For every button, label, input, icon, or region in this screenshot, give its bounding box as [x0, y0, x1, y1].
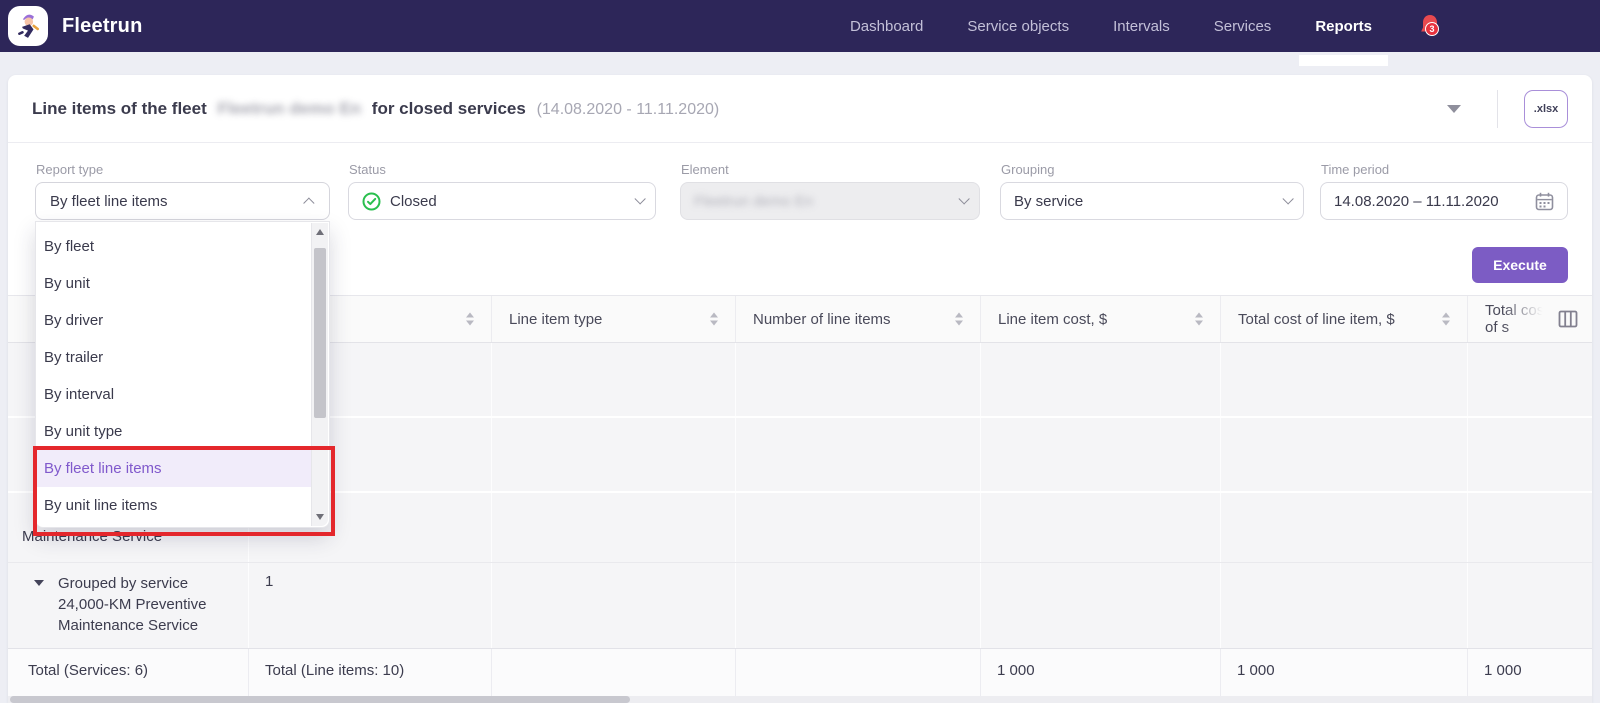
top-navbar: Fleetrun Dashboard Service objects Inter… — [0, 0, 1600, 66]
status-select[interactable]: Closed — [348, 182, 656, 220]
dropdown-scrollbar-thumb[interactable] — [314, 248, 326, 418]
collapse-group-caret-icon[interactable] — [34, 580, 44, 586]
column-chooser-icon[interactable] — [1558, 309, 1578, 329]
fleetrun-logo[interactable] — [8, 6, 48, 46]
header-fade — [1502, 296, 1580, 342]
collapse-report-chevron-icon[interactable] — [1447, 104, 1461, 113]
calendar-icon[interactable] — [1535, 192, 1554, 211]
report-date-range: (14.08.2020 - 11.11.2020) — [536, 100, 720, 118]
col-header-total-cost-of-line-item: Total cost of line item, $ — [1220, 296, 1467, 342]
sort-icon[interactable] — [1442, 312, 1451, 326]
dropdown-item-by-unit-line-items[interactable]: By unit line items — [44, 497, 158, 514]
total-cost-of-service: 1 000 — [1467, 649, 1592, 697]
service-cell: Grouped by service 24,000-KM Preventive … — [8, 563, 248, 648]
report-title: Line items of the fleet Fleetrun demo En… — [32, 99, 719, 119]
notification-badge: 3 — [1425, 22, 1439, 36]
main-nav: Dashboard Service objects Intervals Serv… — [849, 17, 1388, 66]
service-group-name: Grouped by service 24,000-KM Preventive … — [58, 575, 207, 634]
execute-button[interactable]: Execute — [1472, 247, 1568, 283]
sort-icon[interactable] — [710, 312, 719, 326]
chevron-down-icon — [634, 193, 646, 205]
element-select: Fleetrun demo En — [680, 182, 980, 220]
report-type-dropdown-list: By fleet By unit By driver By trailer By… — [35, 221, 330, 528]
dropdown-item-by-interval[interactable]: By interval — [44, 386, 115, 403]
time-period-input[interactable]: 14.08.2020 – 11.11.2020 — [1320, 182, 1568, 220]
dropdown-item-by-trailer[interactable]: By trailer — [44, 349, 104, 366]
sort-icon[interactable] — [1195, 312, 1204, 326]
nav-services[interactable]: Services — [1213, 17, 1272, 35]
dropdown-item-by-driver[interactable]: By driver — [44, 312, 104, 329]
grouping-value: By service — [1014, 192, 1084, 210]
col-header-total-cost-of-service: Total cost of s — [1467, 296, 1592, 342]
report-header-bar: Line items of the fleet Fleetrun demo En… — [8, 75, 1592, 143]
report-title-prefix: Line items of the fleet — [32, 98, 207, 118]
table-total-row: Total (Services: 6) Total (Line items: 1… — [8, 648, 1592, 697]
nav-service-objects[interactable]: Service objects — [967, 17, 1070, 35]
nav-reports[interactable]: Reports — [1299, 17, 1388, 66]
mascot-icon — [18, 14, 40, 38]
report-title-suffix: for closed services — [371, 98, 526, 118]
scroll-down-arrow-icon[interactable] — [316, 514, 324, 520]
horizontal-scrollbar[interactable] — [8, 696, 1592, 703]
time-period-label: Time period — [1321, 162, 1390, 177]
notifications-bell-icon[interactable]: 3 — [1418, 13, 1442, 39]
export-xlsx-button[interactable]: .xlsx — [1524, 89, 1568, 128]
report-type-select[interactable]: By fleet line items — [35, 182, 330, 220]
header-divider — [1497, 89, 1498, 128]
horizontal-scrollbar-thumb[interactable] — [10, 696, 630, 703]
line-items-count-cell: 1 — [248, 563, 491, 648]
chevron-down-icon — [958, 193, 970, 205]
status-value: Closed — [390, 192, 437, 210]
report-type-value: By fleet line items — [50, 192, 168, 210]
dropdown-item-by-unit[interactable]: By unit — [44, 275, 90, 292]
fleet-name-blurred: Fleetrun demo En — [217, 98, 362, 118]
dropdown-item-by-unit-type[interactable]: By unit type — [44, 423, 123, 440]
table-row[interactable]: Grouped by service 24,000-KM Preventive … — [8, 563, 1592, 648]
grouping-label: Grouping — [1001, 162, 1055, 177]
scroll-up-arrow-icon[interactable] — [316, 229, 324, 235]
time-period-value: 14.08.2020 – 11.11.2020 — [1334, 192, 1499, 210]
nav-dashboard[interactable]: Dashboard — [849, 17, 924, 35]
report-type-label: Report type — [36, 162, 104, 177]
col-header-line-item-type: Line item type — [491, 296, 735, 342]
total-services: Total (Services: 6) — [28, 662, 149, 679]
status-closed-icon — [362, 192, 381, 211]
chevron-up-icon — [303, 197, 315, 209]
element-value-blurred: Fleetrun demo En — [694, 192, 814, 210]
dropdown-item-by-fleet[interactable]: By fleet — [44, 238, 95, 255]
col-header-number-of-line-items: Number of line items — [735, 296, 980, 342]
brand-name: Fleetrun — [62, 14, 143, 37]
total-cost-of-line-item: 1 000 — [1220, 649, 1467, 697]
dropdown-item-by-fleet-line-items[interactable]: By fleet line items — [36, 450, 313, 487]
status-label: Status — [349, 162, 386, 177]
nav-intervals[interactable]: Intervals — [1113, 17, 1170, 35]
col-header-line-item-cost: Line item cost, $ — [980, 296, 1220, 342]
sort-icon[interactable] — [955, 312, 964, 326]
dropdown-scrollbar[interactable] — [311, 223, 328, 526]
total-line-item-cost: 1 000 — [980, 649, 1220, 697]
report-header-controls: .xlsx — [1447, 89, 1568, 128]
service-name-partial: Maintenance Service — [22, 528, 163, 545]
sort-icon[interactable] — [466, 312, 475, 326]
element-label: Element — [681, 162, 729, 177]
grouping-select[interactable]: By service — [1000, 182, 1304, 220]
total-line-items: Total (Line items: 10) — [248, 649, 491, 697]
chevron-down-icon — [1282, 193, 1294, 205]
